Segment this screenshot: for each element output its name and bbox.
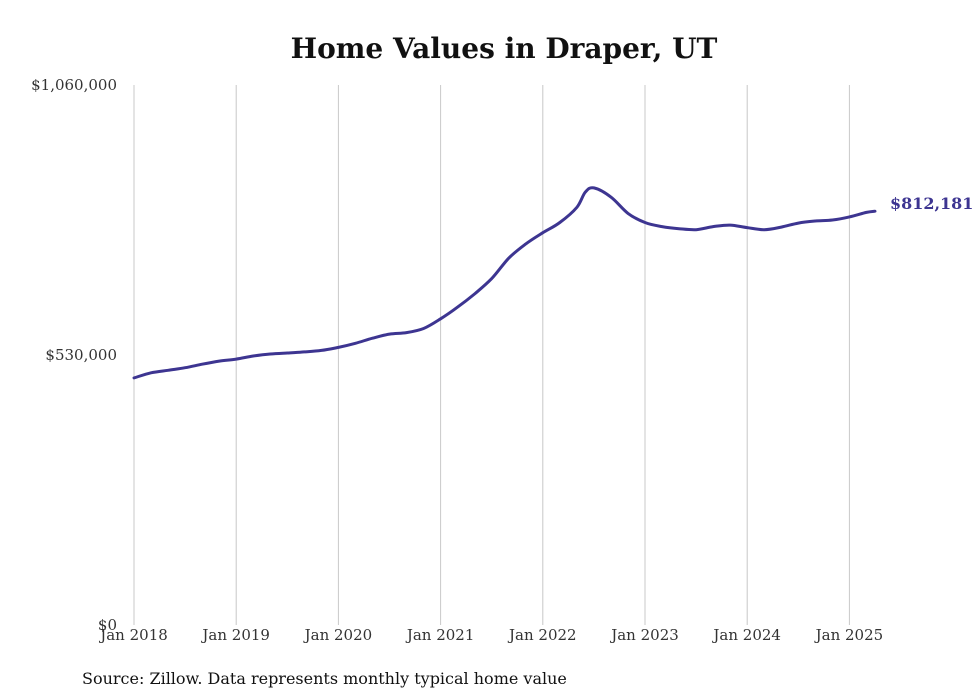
y-tick-label: $530,000 bbox=[45, 346, 117, 364]
source-note: Source: Zillow. Data represents monthly … bbox=[82, 669, 567, 688]
x-tick-label: Jan 2024 bbox=[711, 626, 781, 644]
x-axis-ticks: Jan 2018 Jan 2019 Jan 2020 Jan 2021 Jan 2022… bbox=[98, 626, 883, 644]
gridlines bbox=[133, 85, 850, 625]
x-tick-label: Jan 2019 bbox=[200, 626, 270, 644]
x-tick-label: Jan 2021 bbox=[405, 626, 475, 644]
x-tick-label: Jan 2020 bbox=[303, 626, 373, 644]
y-tick-label: $1,060,000 bbox=[31, 76, 117, 94]
x-tick-label: Jan 2022 bbox=[507, 626, 577, 644]
series-line-home-value bbox=[132, 186, 877, 380]
chart-title: Home Values in Draper, UT bbox=[291, 32, 718, 65]
end-value-label: $812,181 bbox=[890, 194, 974, 213]
y-tick-label: $0 bbox=[98, 616, 117, 634]
x-tick-label: Jan 2023 bbox=[609, 626, 679, 644]
x-tick-label: Jan 2025 bbox=[814, 626, 884, 644]
x-tick-label: Jan 2018 bbox=[98, 626, 168, 644]
y-axis-ticks: $0 $530,000 $1,060,000 bbox=[31, 76, 117, 634]
